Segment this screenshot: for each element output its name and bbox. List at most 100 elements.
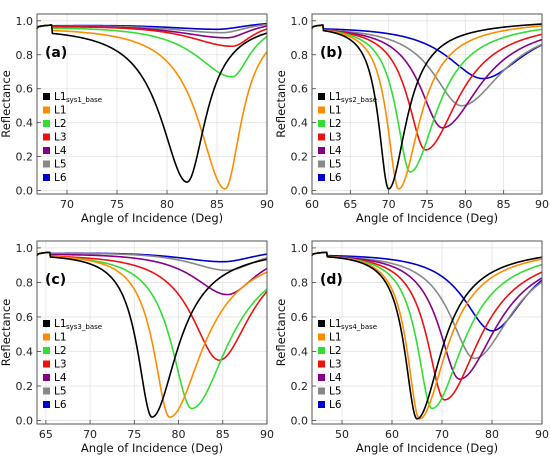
y-axis-label-b: Reflectance [274,70,288,137]
series-line-c-4 [36,251,268,296]
y-tick-label-c: 0.8 [16,276,34,289]
x-tick-label-a: 80 [160,198,174,211]
legend-label-a-3: L3 [54,132,67,144]
legend-label-c-2: L2 [54,345,67,357]
series-line-b-4 [311,24,543,129]
x-tick-label-a: 75 [110,198,124,211]
panel-label-b: (b) [320,45,343,61]
curves-c [36,251,268,418]
panel-a: 70 75 80 85 90 0.0 0.2 0.4 0.6 0.8 1.0 (a) L1 sys1_… [0,13,275,225]
ticks-b: 60 65 70 75 80 85 90 0.0 0.2 0.4 0.6 0.8 1.0 [291,15,550,211]
x-tick-label-c: 90 [260,428,274,441]
legend-swatch-a-5 [43,160,50,168]
y-tick-label-d: 1.0 [291,242,309,255]
ticks-a: 70 75 80 85 90 0.0 0.2 0.4 0.6 0.8 1.0 [16,15,275,211]
series-line-a-2 [36,24,268,78]
plot-area-c [37,241,267,424]
legend-swatch-c-0 [43,320,50,327]
y-tick-label-b: 0.2 [291,151,309,164]
legend-swatch-c-3 [43,360,50,368]
legend-label-c-3: L3 [54,359,67,371]
x-tick-label-b: 60 [305,198,319,211]
y-tick-label-a: 0.4 [16,117,34,130]
legend-label-d-base: L1 [329,318,342,330]
legend-label-d-4: L4 [329,372,342,384]
legend-label-c-4: L4 [54,372,67,384]
y-axis-label-a: Reflectance [0,70,13,137]
series-line-b-2 [311,24,543,173]
series-line-c-0 [36,251,268,418]
legend-label-c-6: L6 [54,399,67,411]
y-tick-label-a: 0.2 [16,151,34,164]
legend-swatch-b-3 [318,133,325,141]
series-line-a-0 [36,24,268,183]
y-tick-label-d: 0.8 [291,276,309,289]
y-tick-label-c: 0.4 [16,345,34,358]
legend-subscript-a: sys1_base [66,96,102,104]
x-tick-label-b: 80 [458,198,472,211]
legend-swatch-c-2 [43,347,50,354]
x-tick-label-d: 80 [485,428,499,441]
legend-swatch-d-5 [318,387,325,395]
legend-label-c-1: L1 [54,332,67,344]
x-tick-label-b: 65 [343,198,357,211]
panel-label-a: (a) [45,45,67,61]
legend-swatch-a-0 [43,93,50,100]
x-tick-label-a: 90 [260,198,274,211]
legend-label-a-6: L6 [54,172,67,184]
x-tick-label-a: 70 [60,198,74,211]
legend-label-b-3: L3 [329,132,342,144]
legend-swatch-c-5 [43,387,50,395]
curves-d [311,251,543,420]
legend-swatch-b-0 [318,93,325,100]
x-axis-label-b: Angle of Incidence (Deg) [356,211,498,225]
plot-frame-d [311,240,543,425]
legend-label-b-5: L5 [329,159,342,171]
x-tick-label-b: 90 [535,198,549,211]
legend-label-a-base: L1 [54,91,67,103]
y-tick-label-a: 1.0 [16,15,34,28]
legend-swatch-d-6 [318,401,325,408]
series-line-b-0 [311,23,543,190]
x-tick-label-c: 80 [172,428,186,441]
legend-label-b-2: L2 [329,118,342,130]
legend-label-d-5: L5 [329,386,342,398]
x-tick-label-c: 75 [127,428,141,441]
series-line-c-5 [36,251,268,272]
plot-area-a [37,14,267,194]
legend-label-c-5: L5 [54,386,67,398]
legend-label-a-4: L4 [54,145,67,157]
legend-label-d-2: L2 [329,345,342,357]
panel-b: 60 65 70 75 80 85 90 0.0 0.2 0.4 0.6 0.8 1.0 (b) L1 s… [274,13,550,225]
legend-swatch-d-2 [318,347,325,354]
ticks-c: 65 70 75 80 85 90 0.0 0.2 0.4 0.6 0.8 1.0 [16,242,275,441]
legend-label-d-3: L3 [329,359,342,371]
series-line-b-5 [311,24,543,107]
series-line-c-3 [36,251,268,361]
legend-label-a-1: L1 [54,105,67,117]
legend-swatch-a-6 [43,174,50,181]
panel-d: 50 60 70 80 90 0.0 0.2 0.4 0.6 0.8 1.0 (d) L1 sys4_… [274,240,549,455]
x-tick-label-c: 85 [216,428,230,441]
legend-label-c-base: L1 [54,318,67,330]
legend-subscript-d: sys4_base [341,323,377,331]
plot-frame-a [36,13,268,195]
legend-swatch-a-1 [43,106,50,114]
series-line-c-1 [36,251,268,418]
legend-swatch-d-3 [318,360,325,368]
legend-swatch-c-4 [43,374,50,381]
legend-swatch-d-4 [318,374,325,381]
series-line-d-6 [311,251,543,332]
x-axis-label-d: Angle of Incidence (Deg) [356,441,498,455]
y-axis-label-c: Reflectance [0,299,13,366]
y-tick-label-d: 0.4 [291,345,309,358]
series-line-a-3 [36,24,268,48]
panel-c: 65 70 75 80 85 90 0.0 0.2 0.4 0.6 0.8 1.0 (c) L1 sys… [0,240,275,455]
x-tick-label-d: 60 [385,428,399,441]
legend-swatch-a-2 [43,120,50,127]
legend-subscript-c: sys3_base [66,323,102,331]
